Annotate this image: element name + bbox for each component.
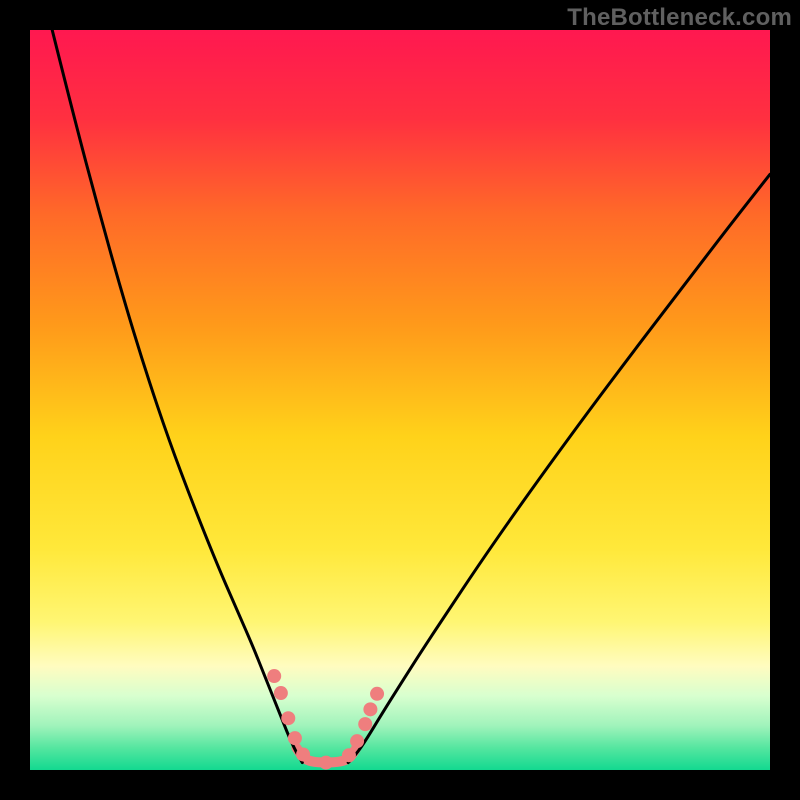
curve-left: [52, 30, 302, 763]
chart-frame: TheBottleneck.com: [0, 0, 800, 800]
scatter-markers: [267, 669, 384, 770]
marker-point: [363, 702, 377, 716]
marker-point: [281, 711, 295, 725]
marker-point: [274, 686, 288, 700]
marker-point: [358, 717, 372, 731]
marker-point: [288, 731, 302, 745]
curve-right: [348, 174, 770, 762]
curve-layer: [30, 30, 770, 770]
marker-point: [267, 669, 281, 683]
marker-point: [370, 687, 384, 701]
marker-point: [350, 734, 364, 748]
marker-point: [342, 748, 356, 762]
marker-point: [296, 747, 310, 761]
watermark-text: TheBottleneck.com: [567, 4, 792, 32]
marker-point: [319, 756, 333, 770]
plot-area: [30, 30, 770, 770]
